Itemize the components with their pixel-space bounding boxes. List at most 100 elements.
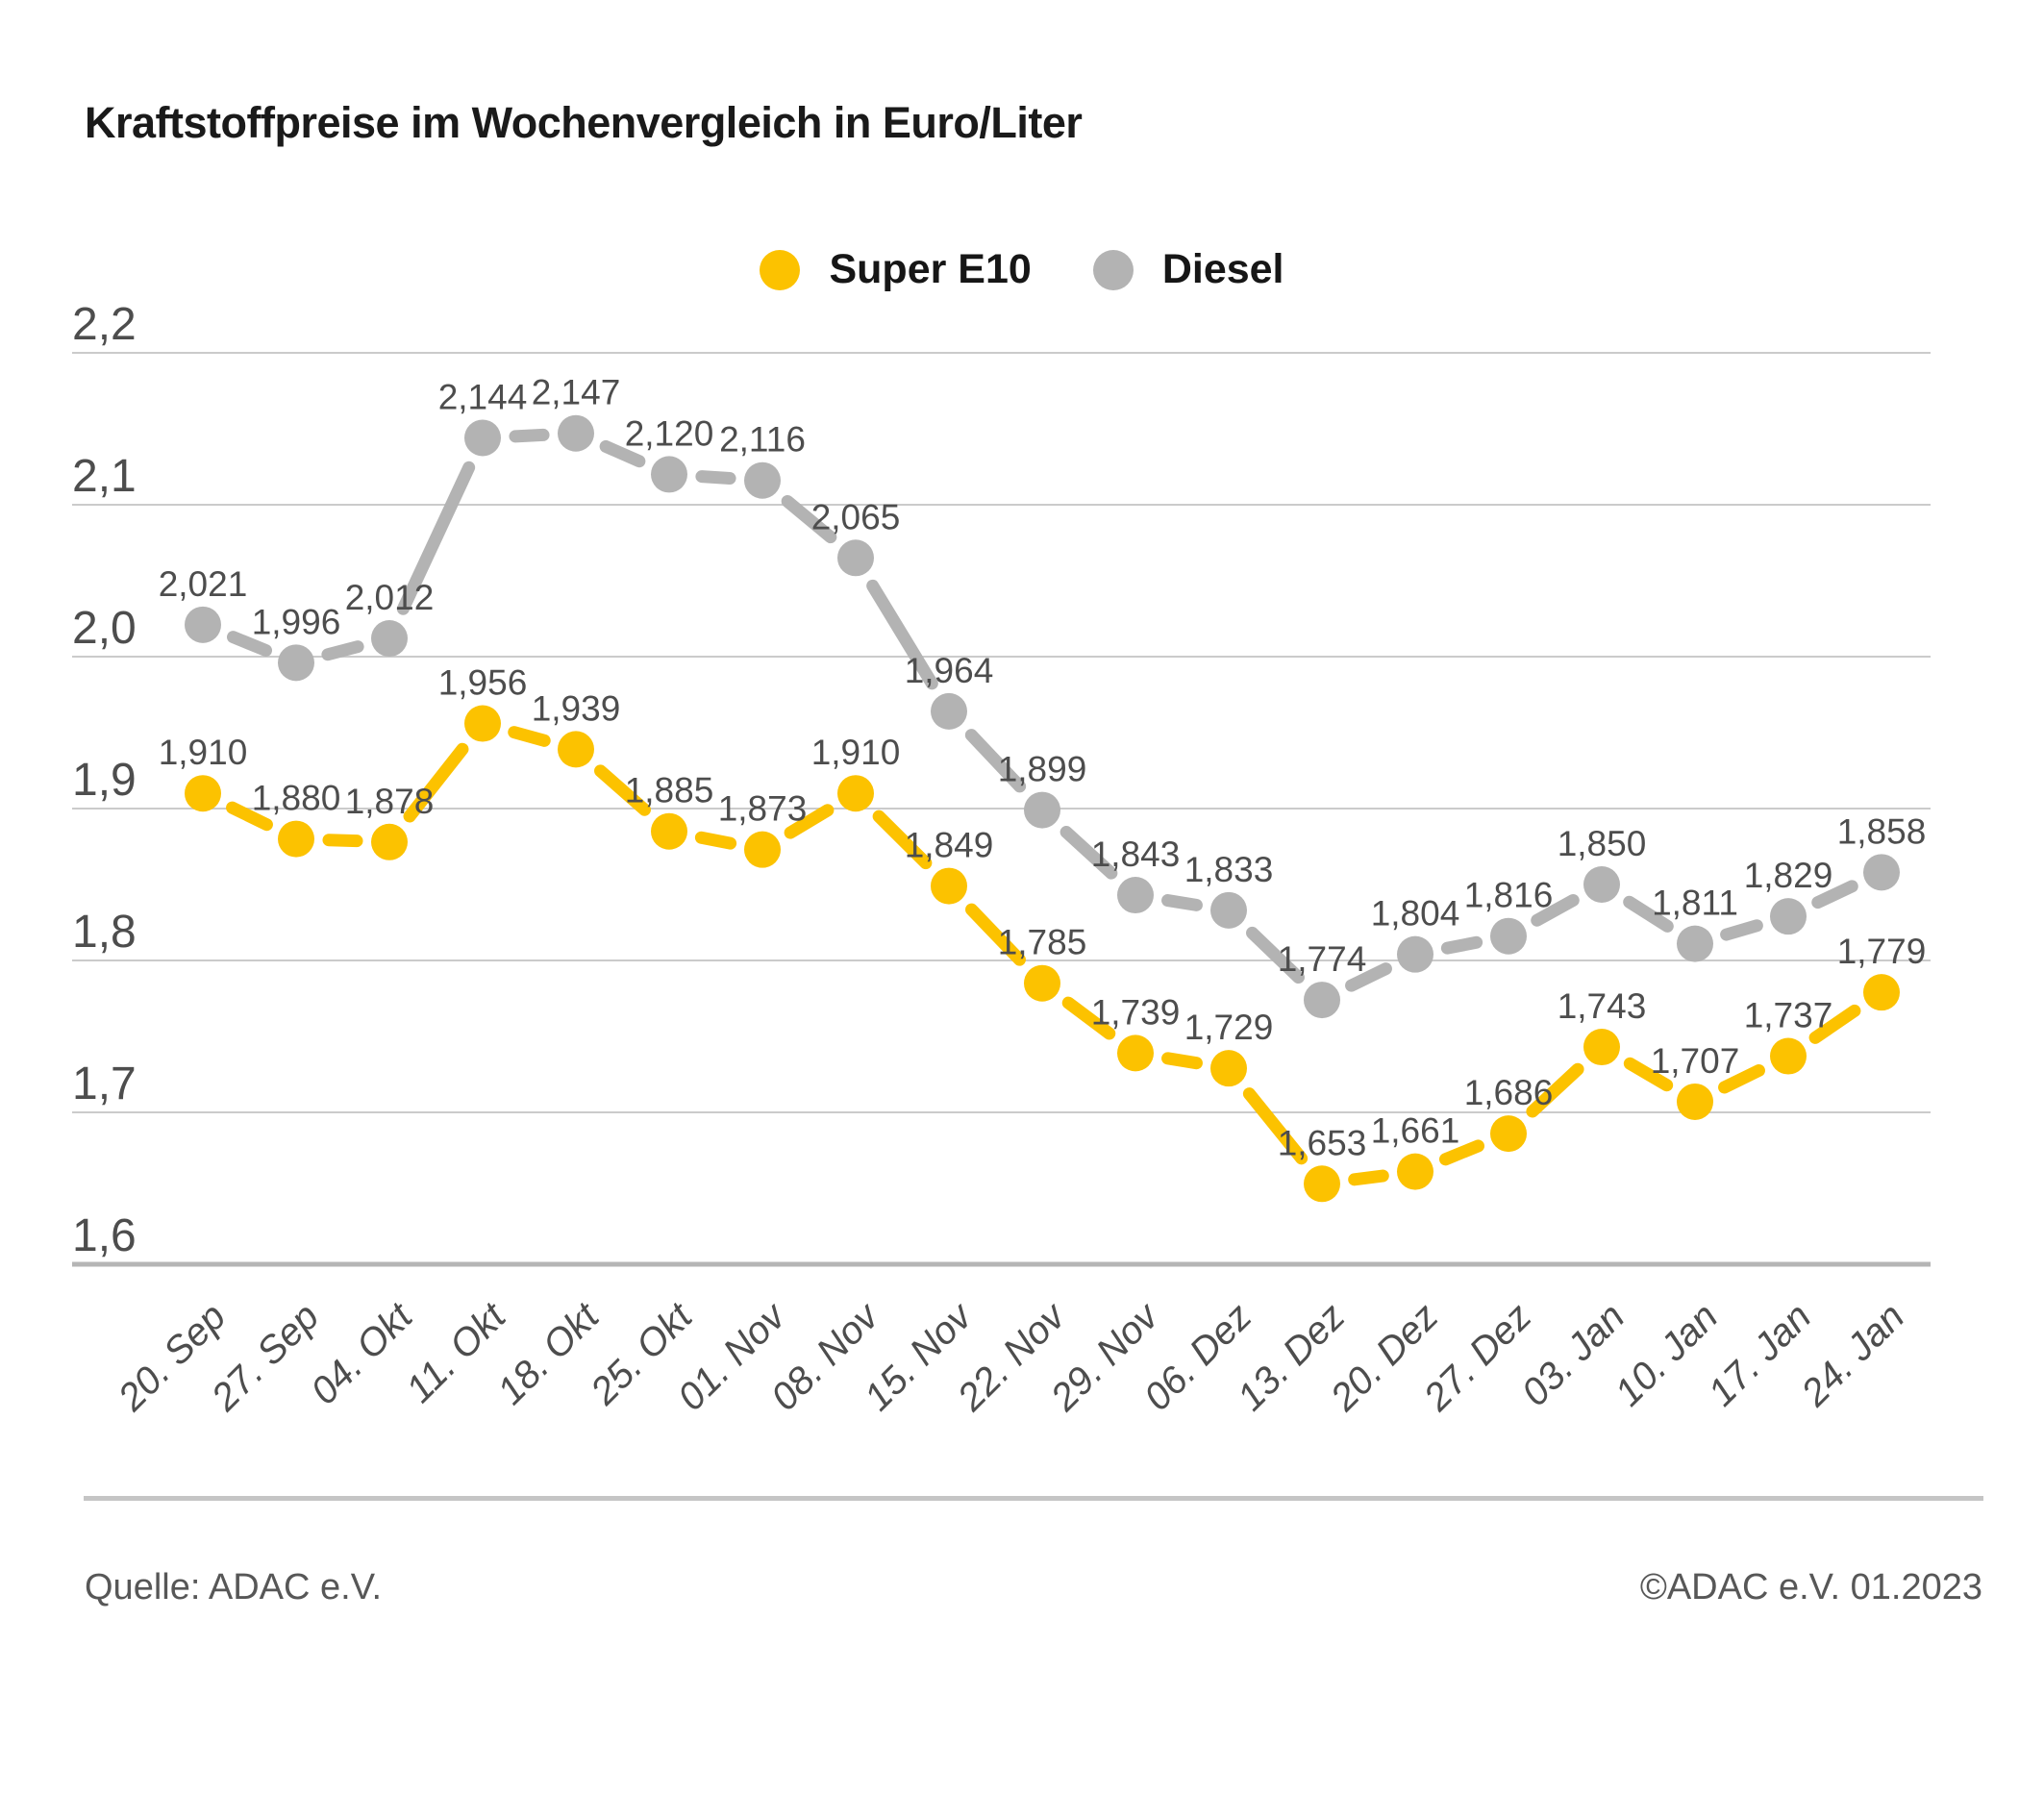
data-point-super-e10	[1770, 1037, 1807, 1075]
y-tick-label: 1,7	[72, 1059, 137, 1109]
x-tick-label: 17. Jan	[1700, 1295, 1819, 1414]
data-label-super-e10: 1,661	[1371, 1111, 1460, 1151]
footer-divider	[84, 1496, 1983, 1501]
data-label-diesel: 1,858	[1837, 811, 1927, 851]
data-point-super-e10	[558, 731, 594, 768]
data-point-diesel	[837, 539, 874, 577]
series-line-super-e10	[403, 742, 469, 823]
data-point-super-e10	[1117, 1034, 1154, 1072]
data-point-diesel	[1117, 877, 1154, 914]
data-label-super-e10: 1,707	[1651, 1041, 1740, 1081]
y-tick-label: 1,6	[72, 1210, 137, 1261]
data-point-diesel	[558, 414, 594, 452]
x-tick-label: 18. Okt	[489, 1294, 609, 1413]
data-label-super-e10: 1,956	[438, 663, 528, 703]
data-point-diesel	[371, 620, 408, 658]
y-tick-label: 2,1	[72, 451, 137, 502]
data-label-diesel: 1,996	[252, 602, 341, 641]
data-label-diesel: 2,116	[719, 420, 806, 460]
x-tick-label: 03. Jan	[1513, 1295, 1633, 1414]
data-point-diesel	[464, 419, 501, 457]
data-label-diesel: 2,120	[625, 413, 714, 453]
data-point-super-e10	[651, 812, 687, 850]
data-label-diesel: 1,816	[1464, 876, 1554, 915]
series-line-diesel	[1440, 935, 1483, 955]
series-line-super-e10	[1438, 1139, 1485, 1166]
series-line-super-e10	[322, 834, 363, 848]
series-line-diesel	[396, 461, 476, 615]
data-label-super-e10: 1,885	[625, 771, 714, 810]
data-label-super-e10: 1,880	[252, 779, 341, 818]
data-label-diesel: 2,144	[438, 377, 528, 416]
y-tick-label: 1,8	[72, 907, 137, 958]
legend: Super E10 Diesel	[0, 246, 2044, 293]
y-tick-label: 2,2	[72, 299, 137, 350]
data-label-diesel: 2,012	[345, 578, 435, 617]
data-label-diesel: 1,843	[1091, 835, 1181, 874]
data-point-diesel	[1397, 935, 1433, 973]
data-point-super-e10	[185, 775, 221, 812]
diesel-dot-icon	[1092, 249, 1134, 290]
series-line-super-e10	[965, 903, 1026, 966]
series-line-diesel	[866, 579, 938, 690]
series-line-super-e10	[594, 764, 651, 816]
data-label-super-e10: 1,873	[718, 789, 808, 829]
data-label-diesel: 1,811	[1652, 884, 1738, 923]
series-line-super-e10	[508, 726, 551, 747]
data-label-super-e10: 1,686	[1464, 1073, 1554, 1112]
series-line-super-e10	[226, 801, 273, 832]
data-label-diesel: 2,065	[811, 497, 901, 536]
series-line-diesel	[226, 631, 273, 657]
data-point-super-e10	[1024, 964, 1060, 1002]
x-tick-label: 10. Jan	[1607, 1295, 1726, 1414]
data-point-super-e10	[371, 823, 408, 860]
data-label-super-e10: 1,739	[1091, 992, 1181, 1032]
series-line-diesel	[1059, 825, 1118, 880]
legend-item-diesel: Diesel	[1092, 246, 1284, 293]
series-line-super-e10	[1623, 1057, 1674, 1092]
series-line-super-e10	[1061, 996, 1116, 1040]
data-label-super-e10: 1,785	[998, 923, 1087, 962]
data-point-super-e10	[837, 775, 874, 812]
series-line-diesel	[1246, 926, 1305, 984]
data-point-diesel	[1863, 854, 1900, 891]
series-line-super-e10	[1718, 1063, 1765, 1094]
series-line-diesel	[1161, 894, 1203, 911]
data-point-super-e10	[1397, 1153, 1433, 1190]
page-title: Kraftstoffpreise im Wochenvergleich in E…	[85, 98, 1083, 147]
series-line-diesel	[1345, 962, 1392, 992]
data-point-diesel	[1210, 891, 1247, 929]
data-point-super-e10	[278, 820, 314, 858]
data-point-super-e10	[744, 831, 781, 868]
data-point-diesel	[651, 456, 687, 493]
data-label-super-e10: 1,743	[1558, 986, 1647, 1026]
data-label-diesel: 1,829	[1744, 856, 1833, 895]
series-line-diesel	[781, 494, 837, 544]
data-point-super-e10	[1677, 1083, 1713, 1120]
series-line-diesel	[1720, 919, 1763, 941]
series-line-super-e10	[1808, 1004, 1861, 1044]
data-point-super-e10	[464, 705, 501, 742]
series-line-super-e10	[1242, 1087, 1309, 1165]
y-tick-label: 1,9	[72, 755, 137, 806]
series-line-super-e10	[872, 810, 933, 870]
data-point-super-e10	[1490, 1115, 1527, 1153]
data-label-super-e10: 1,849	[905, 826, 994, 865]
data-label-super-e10: 1,653	[1278, 1123, 1367, 1162]
data-label-diesel: 2,147	[532, 373, 621, 412]
series-line-diesel	[1531, 893, 1580, 927]
footer-copyright: ©ADAC e.V. 01.2023	[1639, 1567, 1982, 1607]
data-point-diesel	[185, 606, 221, 643]
data-point-diesel	[1490, 917, 1527, 955]
data-label-diesel: 2,021	[159, 564, 248, 604]
legend-label-super-e10: Super E10	[829, 246, 1032, 292]
data-label-diesel: 1,964	[905, 651, 994, 690]
series-line-diesel	[321, 640, 364, 661]
series-line-super-e10	[1348, 1169, 1389, 1186]
legend-label-diesel: Diesel	[1161, 246, 1284, 292]
data-label-diesel: 1,804	[1371, 894, 1460, 934]
data-label-diesel: 1,833	[1184, 850, 1274, 889]
data-point-diesel	[1583, 866, 1620, 903]
